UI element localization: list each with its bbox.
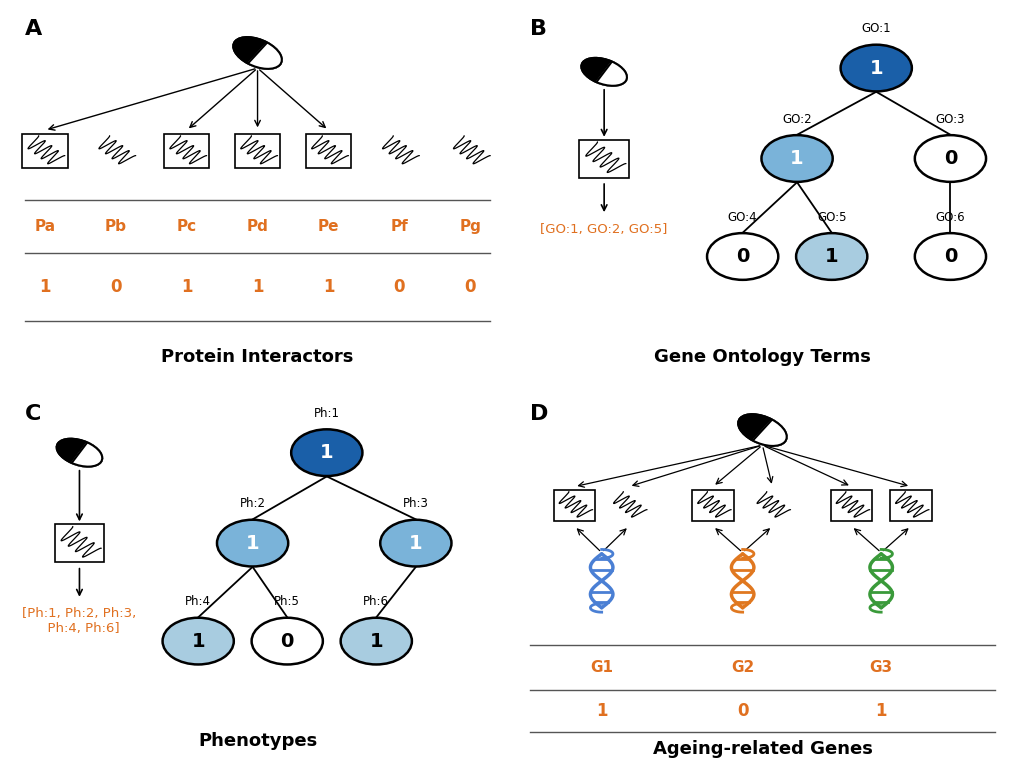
Text: Ph:6: Ph:6 — [363, 595, 389, 608]
Ellipse shape — [252, 618, 323, 664]
Text: 1: 1 — [868, 58, 882, 78]
Text: B: B — [530, 19, 546, 39]
Text: 0: 0 — [464, 277, 476, 295]
FancyBboxPatch shape — [890, 490, 930, 521]
FancyBboxPatch shape — [829, 490, 871, 521]
Text: Pg: Pg — [459, 219, 481, 234]
Text: 0: 0 — [736, 247, 749, 266]
Text: C: C — [25, 404, 42, 423]
FancyBboxPatch shape — [553, 490, 595, 521]
FancyBboxPatch shape — [234, 134, 280, 169]
Text: GO:4: GO:4 — [728, 211, 757, 224]
Text: Protein Interactors: Protein Interactors — [161, 348, 354, 366]
Text: 1: 1 — [322, 277, 334, 295]
Text: 0: 0 — [110, 277, 121, 295]
Text: 1: 1 — [180, 277, 193, 295]
Text: 1: 1 — [409, 534, 422, 552]
Text: 0: 0 — [280, 632, 293, 650]
Polygon shape — [71, 442, 102, 467]
Text: G3: G3 — [869, 660, 892, 675]
Text: G1: G1 — [590, 660, 612, 675]
Text: Ph:4: Ph:4 — [185, 595, 211, 608]
Text: 0: 0 — [393, 277, 405, 295]
Text: Pe: Pe — [317, 219, 339, 234]
Text: 1: 1 — [39, 277, 51, 295]
Polygon shape — [752, 420, 786, 446]
Text: GO:6: GO:6 — [934, 211, 964, 224]
Text: 0: 0 — [943, 149, 956, 168]
Ellipse shape — [581, 58, 627, 85]
Text: 1: 1 — [320, 443, 333, 462]
Text: Ph:2: Ph:2 — [239, 497, 265, 510]
Text: 1: 1 — [790, 149, 803, 168]
Text: Gene Ontology Terms: Gene Ontology Terms — [653, 348, 870, 366]
Text: 1: 1 — [824, 247, 838, 266]
Ellipse shape — [57, 439, 102, 467]
Text: Pa: Pa — [35, 219, 55, 234]
Text: 0: 0 — [736, 702, 748, 720]
Text: G2: G2 — [731, 660, 753, 675]
Ellipse shape — [914, 233, 985, 280]
Ellipse shape — [233, 37, 281, 69]
Text: 1: 1 — [192, 632, 205, 650]
Text: Ph:5: Ph:5 — [274, 595, 300, 608]
Ellipse shape — [706, 233, 777, 280]
Ellipse shape — [914, 135, 985, 182]
Ellipse shape — [795, 233, 866, 280]
Text: A: A — [25, 19, 42, 39]
Ellipse shape — [761, 135, 832, 182]
Text: 1: 1 — [252, 277, 263, 295]
FancyBboxPatch shape — [306, 134, 351, 169]
Text: Phenotypes: Phenotypes — [198, 733, 317, 751]
Ellipse shape — [340, 618, 412, 664]
Text: Pc: Pc — [176, 219, 197, 234]
Text: D: D — [530, 404, 548, 423]
Ellipse shape — [840, 45, 911, 92]
Ellipse shape — [217, 520, 288, 566]
FancyBboxPatch shape — [22, 134, 67, 169]
Ellipse shape — [380, 520, 451, 566]
FancyBboxPatch shape — [692, 490, 733, 521]
Text: 1: 1 — [246, 534, 259, 552]
Text: 1: 1 — [595, 702, 607, 720]
Text: [Ph:1, Ph:2, Ph:3,
  Ph:4, Ph:6]: [Ph:1, Ph:2, Ph:3, Ph:4, Ph:6] — [22, 607, 137, 635]
Text: GO:1: GO:1 — [861, 23, 891, 35]
Text: GO:5: GO:5 — [816, 211, 846, 224]
Ellipse shape — [162, 618, 233, 664]
Ellipse shape — [738, 414, 786, 446]
Ellipse shape — [290, 430, 362, 476]
Text: Ph:1: Ph:1 — [314, 407, 339, 420]
FancyBboxPatch shape — [54, 524, 104, 562]
Text: GO:2: GO:2 — [782, 113, 811, 126]
Text: [GO:1, GO:2, GO:5]: [GO:1, GO:2, GO:5] — [540, 222, 667, 235]
Text: Pf: Pf — [390, 219, 408, 234]
Text: Ph:3: Ph:3 — [403, 497, 428, 510]
Text: Pb: Pb — [105, 219, 126, 234]
Polygon shape — [596, 61, 627, 85]
Polygon shape — [248, 43, 281, 69]
Text: 0: 0 — [943, 247, 956, 266]
Text: 1: 1 — [874, 702, 887, 720]
FancyBboxPatch shape — [164, 134, 209, 169]
Text: 1: 1 — [369, 632, 383, 650]
Text: Ageing-related Genes: Ageing-related Genes — [652, 740, 871, 758]
Text: GO:3: GO:3 — [934, 113, 964, 126]
Text: Pd: Pd — [247, 219, 268, 234]
FancyBboxPatch shape — [579, 140, 629, 177]
